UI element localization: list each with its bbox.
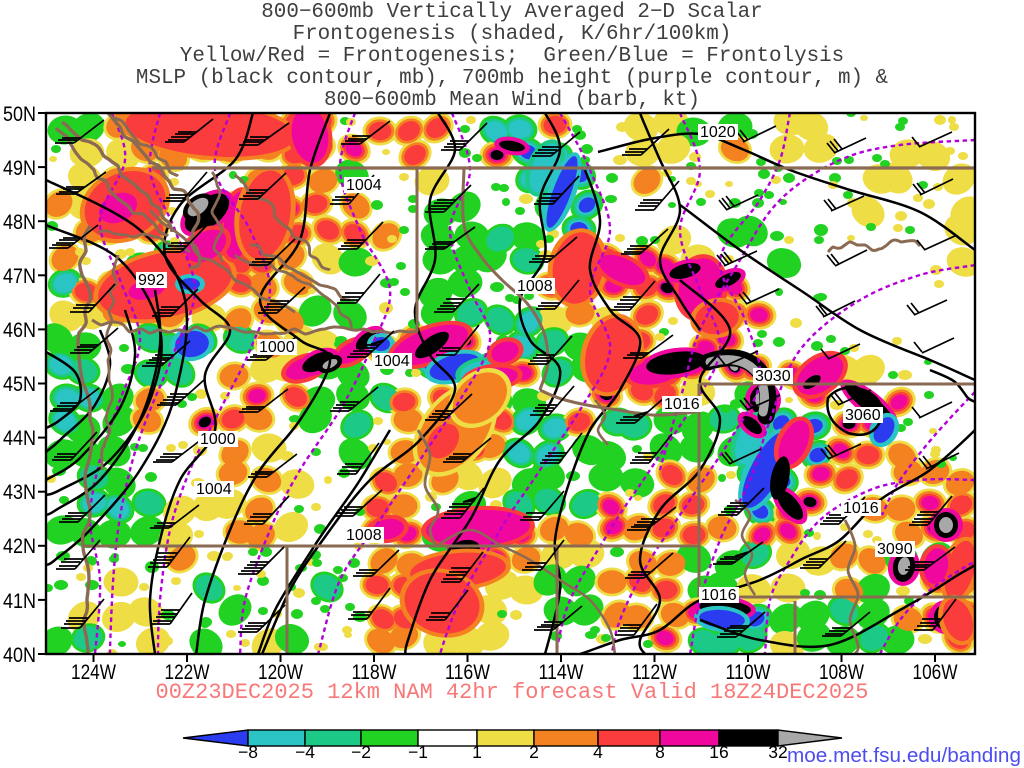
svg-text:−4: −4 <box>295 742 315 762</box>
svg-text:3060: 3060 <box>845 407 881 424</box>
svg-text:120W: 120W <box>258 660 304 684</box>
svg-text:1020: 1020 <box>700 124 736 141</box>
svg-text:44N: 44N <box>3 426 36 450</box>
svg-text:1004: 1004 <box>346 177 382 194</box>
svg-text:992: 992 <box>138 272 165 289</box>
svg-text:1008: 1008 <box>517 278 553 295</box>
svg-text:8: 8 <box>655 742 665 762</box>
svg-text:106W: 106W <box>913 660 959 684</box>
svg-text:800−600mb Vertically Averaged: 800−600mb Vertically Averaged 2−D Scalar <box>261 1 762 24</box>
svg-text:47N: 47N <box>3 264 36 288</box>
svg-text:moe.met.fsu.edu/banding: moe.met.fsu.edu/banding <box>787 745 1021 767</box>
svg-text:41N: 41N <box>3 589 36 613</box>
svg-text:42N: 42N <box>3 534 36 558</box>
svg-text:50N: 50N <box>3 102 36 126</box>
svg-text:118W: 118W <box>352 660 398 684</box>
svg-text:1004: 1004 <box>196 481 232 498</box>
svg-text:16: 16 <box>709 742 728 762</box>
svg-text:3030: 3030 <box>755 368 791 385</box>
svg-text:112W: 112W <box>632 660 678 684</box>
svg-text:3090: 3090 <box>877 541 913 558</box>
svg-text:1016: 1016 <box>664 396 700 413</box>
svg-text:40N: 40N <box>3 643 36 667</box>
svg-text:43N: 43N <box>3 480 36 504</box>
svg-text:1016: 1016 <box>843 500 879 517</box>
svg-text:45N: 45N <box>3 372 36 396</box>
svg-text:1000: 1000 <box>200 431 236 448</box>
svg-text:Frontogenesis (shaded, K/6hr/1: Frontogenesis (shaded, K/6hr/100km) <box>293 23 732 46</box>
svg-text:1000: 1000 <box>259 339 295 356</box>
svg-text:1004: 1004 <box>374 353 410 370</box>
svg-text:108W: 108W <box>819 660 865 684</box>
svg-text:1016: 1016 <box>701 587 737 604</box>
svg-text:800−600mb Mean Wind (barb, kt): 800−600mb Mean Wind (barb, kt) <box>324 89 700 112</box>
svg-text:124W: 124W <box>71 660 117 684</box>
svg-text:00Z23DEC2025 12km NAM 42hr for: 00Z23DEC2025 12km NAM 42hr forecast Vali… <box>156 680 869 705</box>
svg-text:Yellow/Red = Frontogenesis; G: Yellow/Red = Frontogenesis; Green/Blue =… <box>180 45 844 68</box>
svg-text:48N: 48N <box>3 210 36 234</box>
svg-text:116W: 116W <box>445 660 491 684</box>
svg-text:32: 32 <box>768 742 787 762</box>
svg-text:−8: −8 <box>238 742 258 762</box>
svg-text:46N: 46N <box>3 318 36 342</box>
svg-text:114W: 114W <box>539 660 585 684</box>
svg-text:49N: 49N <box>3 156 36 180</box>
svg-text:−2: −2 <box>351 742 371 762</box>
svg-text:1008: 1008 <box>346 527 382 544</box>
svg-text:−1: −1 <box>408 742 428 762</box>
svg-text:110W: 110W <box>726 660 772 684</box>
svg-text:4: 4 <box>593 742 603 762</box>
svg-text:MSLP (black contour, mb), 700m: MSLP (black contour, mb), 700mb height (… <box>136 67 889 90</box>
svg-text:1: 1 <box>472 742 482 762</box>
svg-text:2: 2 <box>529 742 539 762</box>
svg-text:122W: 122W <box>165 660 211 684</box>
